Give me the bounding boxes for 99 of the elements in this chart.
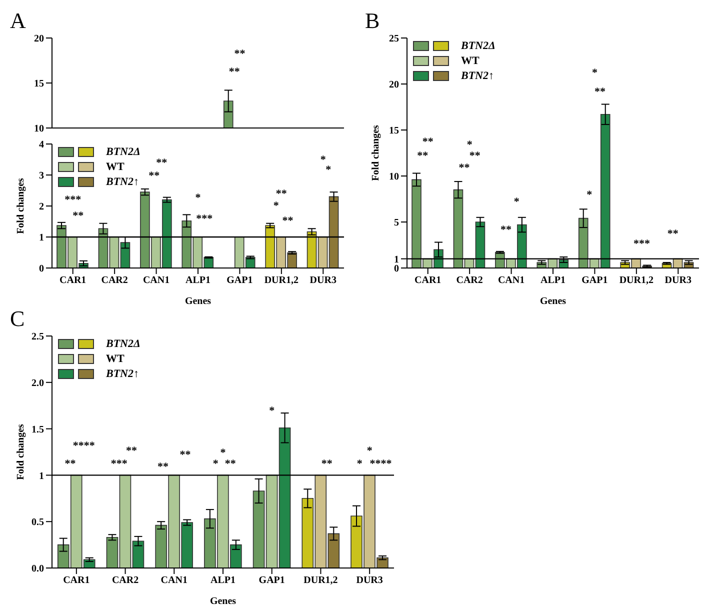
chart-title: A (10, 8, 26, 34)
y-axis-title: Fold changes (370, 124, 382, 181)
y-tick-label: 1 (394, 254, 399, 266)
x-tick-label: CAN1 (160, 575, 188, 586)
x-tick-label: ALP1 (186, 275, 210, 286)
annotation: ** (224, 458, 236, 470)
y-tick-label: 2.5 (32, 332, 44, 343)
annotation: ** (148, 170, 160, 182)
annotation: ** (500, 224, 512, 236)
x-tick-label: DUR1,2 (264, 275, 299, 286)
x-tick-label: GAP1 (258, 575, 285, 586)
y-axis-title: Fold changes (16, 178, 27, 234)
x-tick-label: CAR1 (63, 575, 90, 586)
x-axis-title: Genes (210, 596, 236, 606)
legend-label: BTN2↑ (461, 70, 494, 82)
legend-label: BTN2↑ (106, 176, 139, 188)
y-tick-label: 1 (39, 232, 44, 244)
y-tick-label: 0.0 (32, 564, 44, 575)
y-tick-label: 25 (389, 34, 399, 45)
legend-label: BTN2Δ (106, 146, 140, 158)
annotation: * (512, 196, 520, 208)
annotation: ** (421, 136, 434, 148)
y-tick-label: 4 (39, 140, 44, 151)
y-tick-label: 0.5 (32, 517, 44, 528)
legend-label: BTN2Δ (106, 338, 140, 350)
y-tick-label: 5 (394, 218, 399, 229)
annotation: **** (72, 440, 96, 452)
x-tick-label: DUR1,2 (304, 575, 338, 586)
annotation: * (590, 67, 598, 80)
annotation: ** (155, 156, 168, 169)
x-tick-label: ALP1 (540, 275, 566, 286)
x-tick-label: DUR3 (310, 275, 336, 286)
legend-label: BTN2Δ (461, 40, 496, 52)
annotation: ** (228, 66, 241, 78)
annotation: ** (593, 86, 606, 98)
chart-title: C (10, 306, 25, 332)
y-tick-label: 20 (34, 34, 44, 45)
x-tick-label: CAN1 (498, 275, 525, 286)
chart-title: B (365, 8, 380, 34)
annotation: * (319, 154, 326, 166)
annotation: * (324, 164, 332, 176)
legend-label: WT (106, 353, 124, 365)
x-tick-label: CAR2 (456, 275, 483, 286)
y-tick-label: 0 (39, 264, 44, 275)
annotation: ** (156, 460, 170, 473)
y-tick-label: 1.5 (32, 424, 44, 436)
x-tick-label: CAR2 (112, 575, 139, 586)
x-tick-label: CAN1 (142, 275, 170, 286)
y-tick-label: 10 (34, 124, 44, 135)
y-axis-title: Fold changes (16, 424, 27, 480)
annotation: ** (274, 188, 288, 200)
x-tick-label: CAR2 (101, 275, 128, 286)
y-tick-label: 15 (389, 126, 399, 137)
x-tick-label: CAR1 (414, 275, 442, 286)
annotation: * (272, 200, 280, 212)
y-tick-label: 20 (389, 80, 399, 91)
annotation: ** (320, 458, 334, 470)
annotation: ** (468, 150, 482, 162)
annotation: *** (64, 194, 82, 206)
x-tick-label: GAP1 (582, 275, 608, 286)
legend-label: BTN2↑ (106, 368, 139, 380)
annotation: ** (124, 444, 138, 457)
y-tick-label: 10 (389, 172, 399, 183)
y-tick-label: 2.0 (32, 378, 44, 389)
x-tick-label: CAR1 (60, 275, 86, 286)
annotation: *** (632, 238, 651, 250)
annotation: ** (178, 449, 192, 462)
annotation: * (212, 458, 218, 470)
annotation: * (586, 189, 594, 202)
legend-label: WT (106, 161, 124, 173)
y-tick-label: 0 (394, 264, 399, 275)
y-tick-label: 2 (39, 202, 44, 213)
annotation: ** (666, 228, 680, 240)
annotation: ** (416, 150, 430, 162)
y-tick-label: 3 (39, 170, 44, 182)
annotation: * (219, 446, 227, 459)
x-tick-label: DUR3 (356, 575, 383, 586)
annotation: * (356, 458, 362, 470)
annotation: * (466, 138, 474, 151)
annotation: ** (458, 162, 471, 174)
annotation: * (366, 444, 374, 457)
annotation: ** (72, 210, 85, 222)
x-tick-label: DUR1,2 (619, 275, 654, 286)
annotation: *** (110, 458, 128, 470)
x-tick-label: DUR3 (664, 275, 692, 286)
x-tick-label: ALP1 (210, 575, 236, 586)
x-axis-title: Genes (540, 296, 566, 307)
y-tick-label: 15 (34, 78, 44, 90)
annotation: ** (281, 215, 294, 228)
annotation: **** (368, 458, 393, 470)
annotation: *** (195, 212, 214, 225)
x-axis-title: Genes (184, 296, 212, 307)
annotation: ** (233, 48, 246, 60)
y-tick-label: 1 (39, 470, 44, 482)
annotation: * (268, 405, 276, 418)
legend-label: WT (461, 55, 480, 67)
annotation: * (194, 192, 202, 204)
x-tick-label: GAP1 (226, 275, 253, 286)
annotation: ** (64, 458, 77, 470)
